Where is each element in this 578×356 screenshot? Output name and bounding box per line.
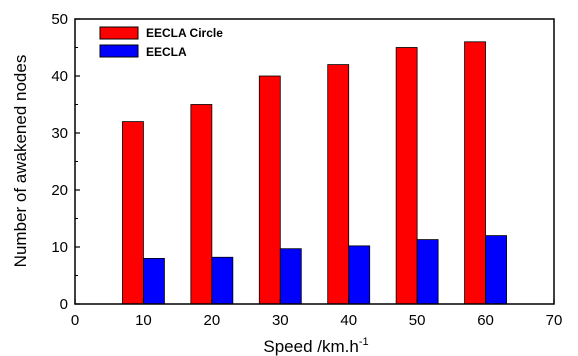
x-tick-label: 20: [204, 312, 221, 329]
bar-eecla-10: [143, 257, 165, 305]
legend-swatch-eecla: [99, 44, 139, 58]
legend-label-eecla: EECLA: [146, 45, 187, 59]
x-tick-label: 70: [546, 312, 563, 329]
y-tick-label: 10: [51, 239, 68, 256]
y-tick-label: 0: [60, 296, 68, 313]
legend-swatch-eecla-circle: [99, 26, 139, 40]
legend: EECLA Circle EECLA: [99, 26, 223, 59]
y-axis-title: Number of awakened nodes: [11, 55, 30, 268]
x-tick-label: 0: [71, 312, 79, 329]
bar-eecla-circle-30: [258, 75, 281, 305]
y-tick-label: 20: [51, 182, 68, 199]
x-tick-label: 10: [135, 312, 152, 329]
y-tick-label: 30: [51, 125, 68, 142]
bar-eecla-circle-50: [395, 47, 418, 305]
x-tick-label: 50: [409, 312, 426, 329]
bar-eecla-60: [485, 235, 507, 305]
x-tick-label: 60: [477, 312, 494, 329]
bars-layer: [122, 41, 507, 305]
x-axis-title: Speed /km.h-1: [263, 336, 368, 356]
legend-label-eecla-circle: EECLA Circle: [146, 26, 223, 40]
y-tick-label: 50: [51, 11, 68, 28]
bar-eecla-circle-40: [327, 64, 350, 305]
bar-eecla-circle-10: [122, 121, 144, 305]
bar-eecla-circle-20: [190, 104, 213, 305]
bar-eecla-30: [279, 248, 302, 305]
bar-eecla-50: [416, 239, 439, 305]
x-tick-label: 30: [272, 312, 289, 329]
bar-eecla-circle-60: [464, 41, 486, 305]
x-tick-label: 40: [340, 312, 357, 329]
x-axis-title-main: Speed /km.h: [263, 337, 358, 356]
y-tick-label: 40: [51, 68, 68, 85]
bar-eecla-40: [348, 245, 371, 305]
x-axis-title-superscript: -1: [359, 336, 369, 348]
bar-eecla-20: [211, 256, 234, 305]
ticks-layer: 0 10 20 30 40 50 60 70 0 10 20 30 40 50: [51, 11, 562, 329]
